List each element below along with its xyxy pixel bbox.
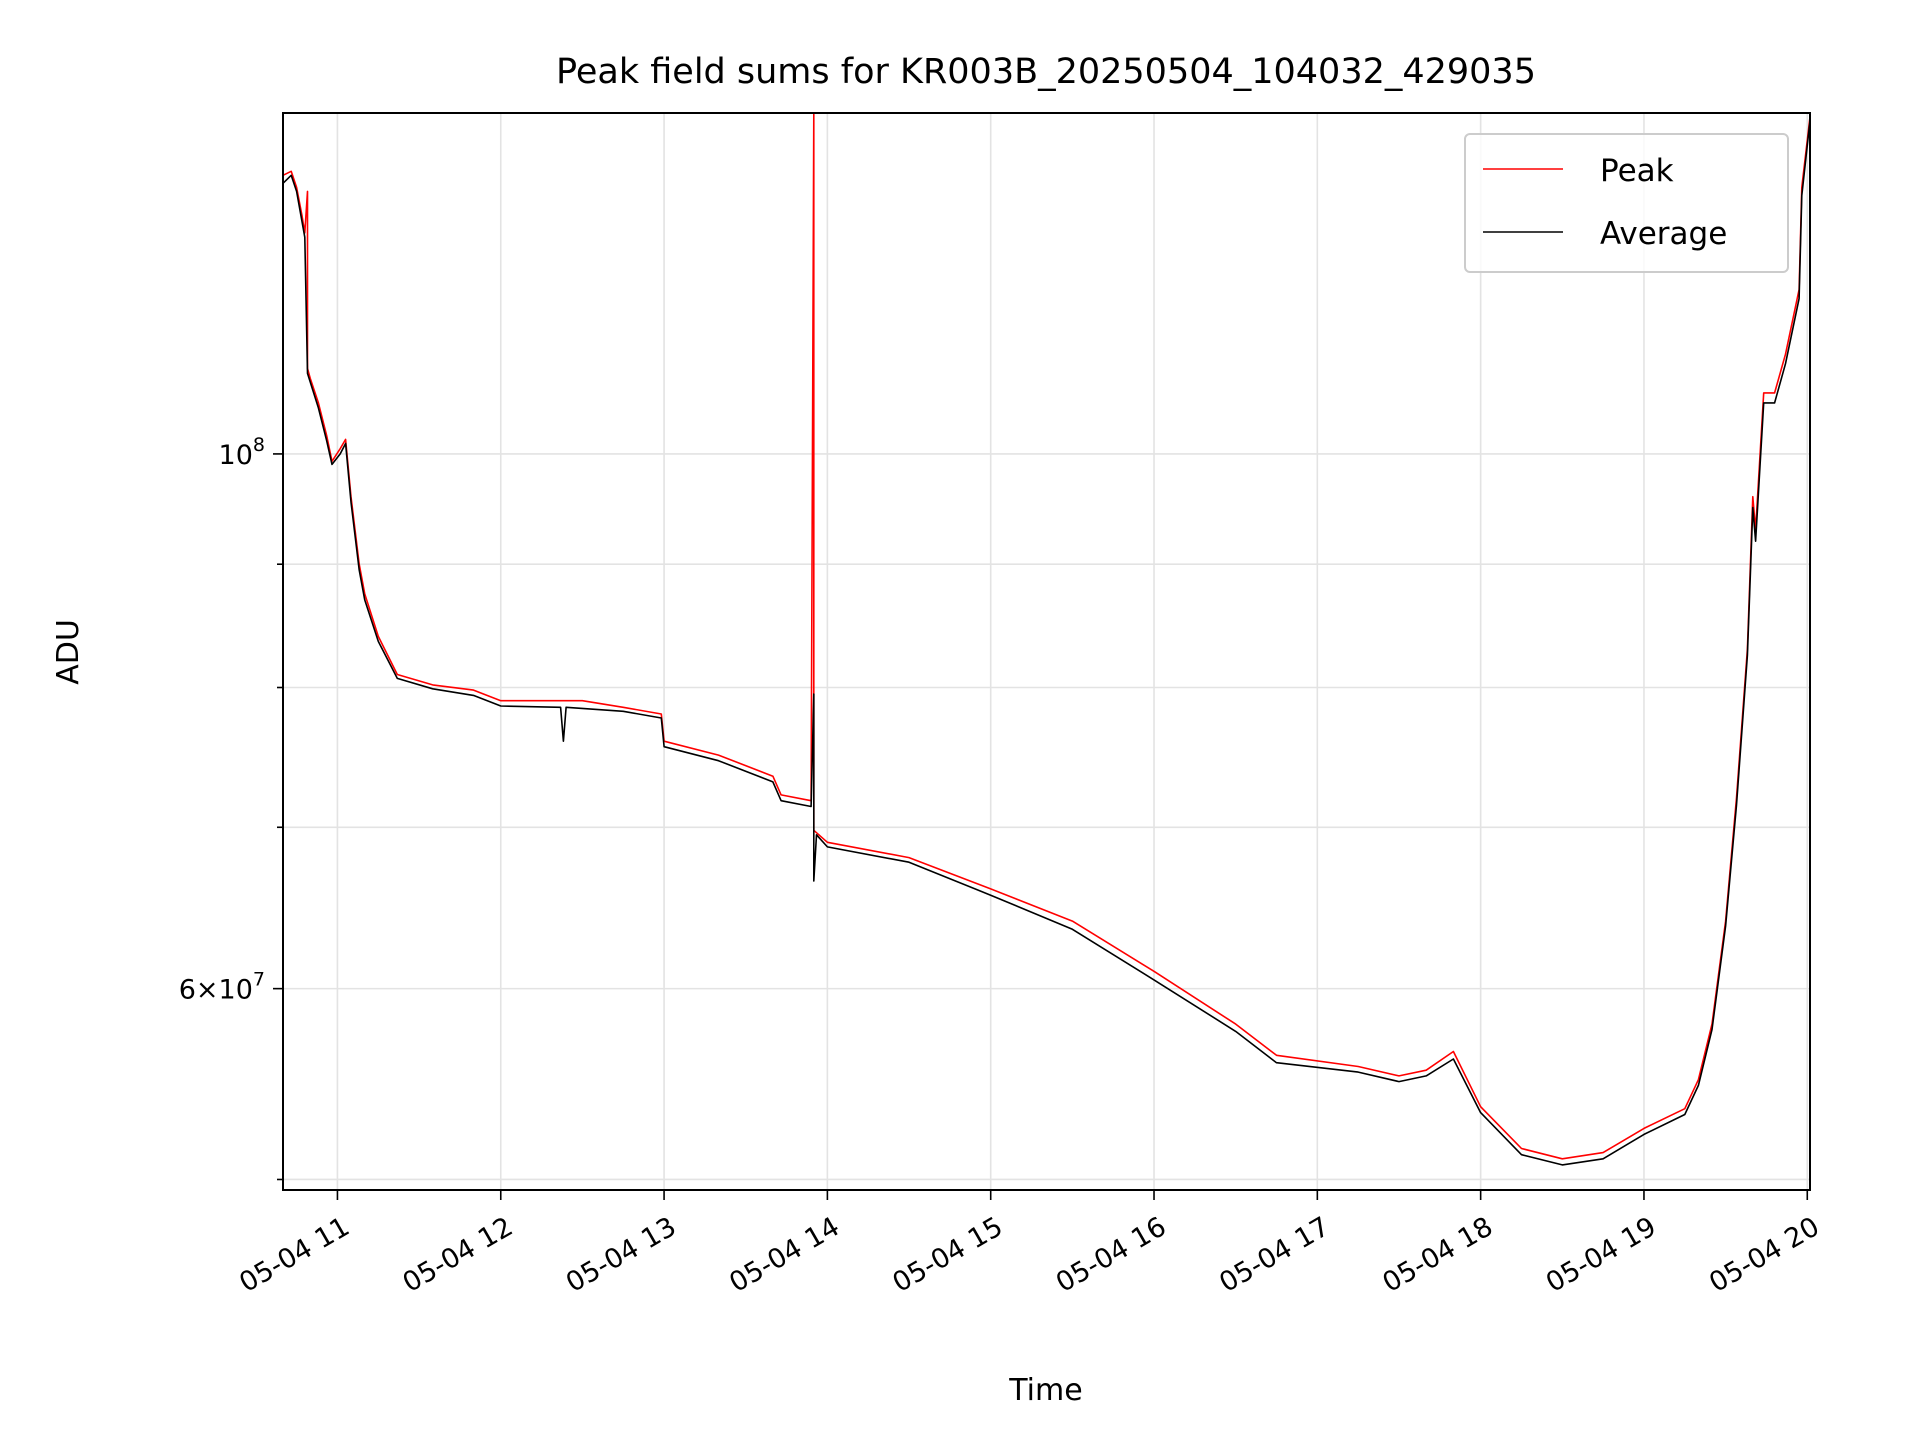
legend-label-peak: Peak (1600, 153, 1674, 189)
legend-label-average: Average (1600, 216, 1727, 252)
grid-layer (283, 113, 1810, 1190)
y-tick-mantissa: 6× (179, 975, 219, 1006)
chart-title: Peak field sums for KR003B_20250504_1040… (556, 52, 1536, 92)
y-axis-label: ADU (51, 619, 86, 685)
x-axis-label: Time (1008, 1373, 1082, 1408)
series-line-average (282, 120, 1811, 1166)
y-tick-label: 6×107 (179, 969, 265, 1006)
y-tick-base: 10 (219, 975, 253, 1006)
y-tick-exponent: 8 (253, 434, 265, 456)
series-layer (282, 112, 1811, 1166)
y-tick-label: 108 (219, 434, 265, 471)
y-tick-exponent: 7 (253, 969, 265, 991)
y-tick-base: 10 (219, 440, 253, 471)
plot-frame (282, 112, 1811, 1191)
legend: Peak Average (1464, 133, 1789, 273)
